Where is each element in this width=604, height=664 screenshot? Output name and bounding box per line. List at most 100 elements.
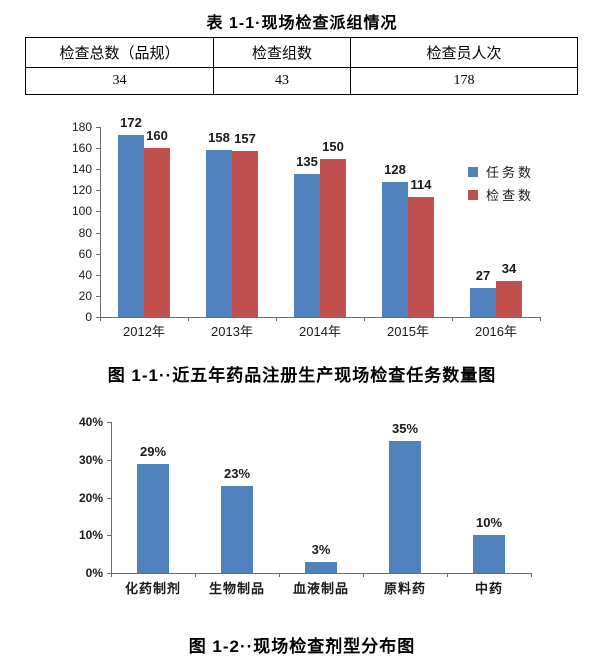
x-axis-tick xyxy=(364,317,365,321)
bar-value-label: 160 xyxy=(146,128,168,143)
inspection-summary-table: 检查总数（品规） 检查组数 检查员人次 34 43 178 xyxy=(25,37,578,95)
bar-value-label: 34 xyxy=(501,261,517,276)
chart-legend: 任务数检查数 xyxy=(468,160,534,206)
x-axis-category-label: 中药 xyxy=(474,581,503,596)
y-axis-tick-label: 0% xyxy=(85,566,103,580)
legend-series-label: 检查数 xyxy=(486,188,535,203)
y-axis-tick xyxy=(107,573,111,574)
bar-2014年-检查数 xyxy=(320,159,346,317)
table-header-inspectors: 检查员人次 xyxy=(350,37,578,68)
table-header-row: 检查总数（品规） 检查组数 检查员人次 xyxy=(25,37,578,68)
x-axis-tick xyxy=(100,317,101,321)
bar-2012年-任务数 xyxy=(118,135,144,317)
y-axis-tick xyxy=(96,211,100,212)
y-axis-tick xyxy=(96,169,100,170)
y-axis xyxy=(111,422,112,573)
y-axis-tick xyxy=(96,148,100,149)
y-axis-tick xyxy=(96,296,100,297)
bar-原料药 xyxy=(389,441,421,573)
figure2-caption: 图 1-2··现场检查剂型分布图 xyxy=(188,637,416,656)
bar-value-label: 10% xyxy=(475,515,503,530)
x-axis-category-label: 2013年 xyxy=(211,324,253,339)
y-axis-tick-label: 20 xyxy=(78,289,92,303)
bar-生物制品 xyxy=(221,486,253,573)
y-axis-tick xyxy=(96,190,100,191)
y-axis-tick-label: 40% xyxy=(78,415,103,429)
x-axis-tick xyxy=(531,573,532,577)
bar-value-label: 35% xyxy=(391,421,419,436)
y-axis-tick-label: 120 xyxy=(71,183,92,197)
bar-value-label: 27 xyxy=(475,268,491,283)
bar-value-label: 3% xyxy=(311,542,331,557)
y-axis-tick-label: 180 xyxy=(71,120,92,134)
table-value-groups: 43 xyxy=(213,67,351,95)
figure1-tasks-bar-chart: 0 20 40 60 80 100 120 140 160 180 172 158 135 128 27 16… xyxy=(0,100,604,352)
y-axis-tick xyxy=(107,535,111,536)
table-title: 表 1-1·现场检查派组情况 xyxy=(206,15,398,32)
bar-value-label: 157 xyxy=(234,131,256,146)
x-axis-category-label: 2015年 xyxy=(387,324,429,339)
bar-value-label: 128 xyxy=(384,162,406,177)
bar-2013年-任务数 xyxy=(206,150,232,317)
bar-value-label: 114 xyxy=(410,177,432,192)
bar-中药 xyxy=(473,535,505,573)
x-axis-tick xyxy=(447,573,448,577)
x-axis-tick xyxy=(363,573,364,577)
legend-swatch-icon xyxy=(468,189,478,200)
table-header-groups: 检查组数 xyxy=(213,37,351,68)
x-axis xyxy=(111,573,531,574)
y-axis-tick xyxy=(96,275,100,276)
table-value-total: 34 xyxy=(25,67,214,95)
x-axis-category-label: 血液制品 xyxy=(292,581,349,596)
bar-2012年-检查数 xyxy=(144,148,170,317)
y-axis-tick-label: 80 xyxy=(78,226,92,240)
bar-value-label: 23% xyxy=(223,466,251,481)
y-axis-tick-label: 140 xyxy=(71,162,92,176)
y-axis-tick xyxy=(107,422,111,423)
legend-swatch-icon xyxy=(468,166,478,177)
y-axis xyxy=(100,127,101,317)
x-axis-category-label: 2014年 xyxy=(299,324,341,339)
legend-item: 任务数 xyxy=(468,160,534,183)
y-axis-tick xyxy=(96,317,100,318)
bar-2013年-检查数 xyxy=(232,151,258,317)
y-axis-tick-label: 30% xyxy=(78,453,103,467)
y-axis-tick-label: 20% xyxy=(78,491,103,505)
bar-value-label: 29% xyxy=(139,444,167,459)
y-axis-tick xyxy=(107,498,111,499)
y-axis-tick-label: 60 xyxy=(78,247,92,261)
bar-化药制剂 xyxy=(137,464,169,573)
y-axis-tick-label: 40 xyxy=(78,268,92,282)
bar-value-label: 150 xyxy=(322,139,344,154)
x-axis xyxy=(100,317,540,318)
bar-血液制品 xyxy=(305,562,337,573)
bar-value-label: 172 xyxy=(120,115,142,130)
y-axis-tick xyxy=(96,254,100,255)
y-axis-tick-label: 160 xyxy=(71,141,92,155)
y-axis-tick-label: 10% xyxy=(78,528,103,542)
y-axis-tick xyxy=(107,460,111,461)
y-axis-tick-label: 0 xyxy=(85,310,92,324)
bar-value-label: 158 xyxy=(208,130,230,145)
bar-2015年-任务数 xyxy=(382,182,408,317)
figure2-dosage-form-bar-chart: 0% 10% 20% 30% 40% 29% 23% 3% 35% 10% 化药制剂 生物制品 血液制品… xyxy=(0,405,604,610)
legend-item: 检查数 xyxy=(468,183,534,206)
y-axis-tick xyxy=(96,233,100,234)
x-axis-category-label: 2012年 xyxy=(123,324,165,339)
x-axis-tick xyxy=(276,317,277,321)
x-axis-tick xyxy=(195,573,196,577)
y-axis-tick-label: 100 xyxy=(71,204,92,218)
x-axis-category-label: 生物制品 xyxy=(208,581,265,596)
table-header-total: 检查总数（品规） xyxy=(25,37,214,68)
x-axis-tick xyxy=(188,317,189,321)
x-axis-category-label: 2016年 xyxy=(475,324,517,339)
bar-2016年-任务数 xyxy=(470,288,496,317)
x-axis-category-label: 化药制剂 xyxy=(124,581,181,596)
bar-2014年-任务数 xyxy=(294,174,320,317)
bar-2015年-检查数 xyxy=(408,197,434,317)
x-axis-tick xyxy=(279,573,280,577)
table-value-inspectors: 178 xyxy=(350,67,578,95)
x-axis-tick xyxy=(452,317,453,321)
bar-value-label: 135 xyxy=(296,154,318,169)
figure1-caption: 图 1-1··近五年药品注册生产现场检查任务数量图 xyxy=(107,366,497,385)
